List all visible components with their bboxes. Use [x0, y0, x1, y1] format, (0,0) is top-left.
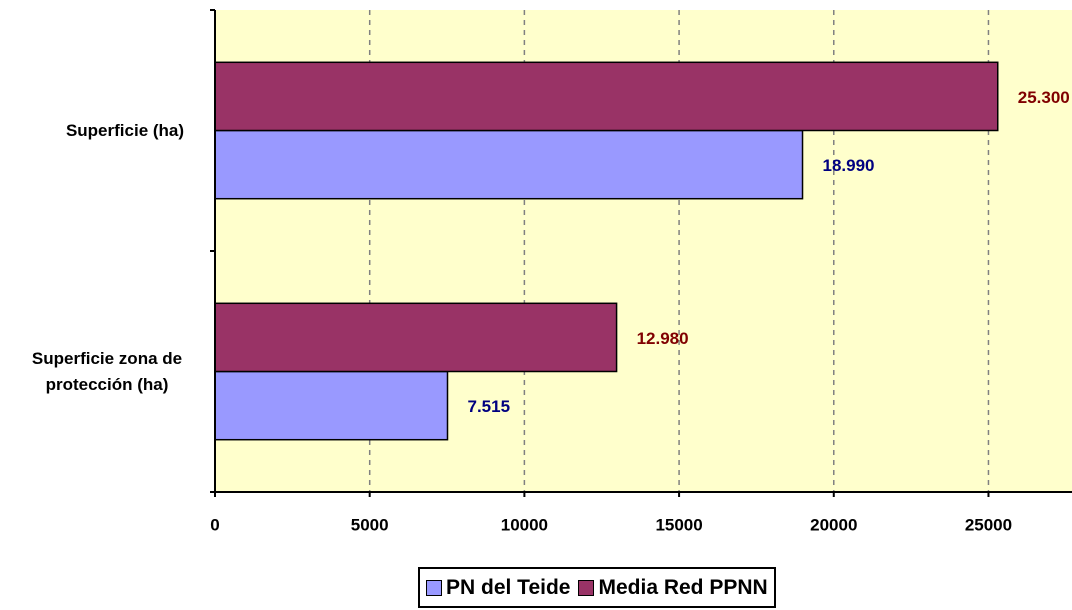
- legend-swatch: [578, 579, 595, 596]
- bar: [214, 61, 999, 132]
- value-label: 25.300: [1018, 88, 1070, 107]
- legend-item: PN del Teide: [426, 576, 570, 600]
- x-tick-label: 15000: [655, 515, 702, 534]
- x-tick-label: 25000: [965, 515, 1012, 534]
- bar: [214, 302, 618, 373]
- x-tick-label: 10000: [501, 515, 548, 534]
- legend-item: Media Red PPNN: [578, 575, 768, 600]
- bar: [214, 370, 449, 441]
- value-label: 12.980: [637, 329, 689, 348]
- x-tick-label: 20000: [810, 515, 857, 534]
- x-tick-label: 5000: [351, 515, 389, 534]
- bar: [214, 129, 804, 200]
- value-label: 18.990: [823, 156, 875, 175]
- legend-label: PN del Teide: [446, 575, 571, 599]
- value-label: 7.515: [468, 397, 511, 416]
- legend-swatch: [426, 579, 442, 596]
- legend-label: Media Red PPNN: [598, 575, 768, 599]
- x-tick-label: 0: [210, 515, 219, 534]
- y-tick-label: Superficie zona de protección (ha): [31, 348, 183, 394]
- legend: PN del Teide Media Red PPNN: [418, 567, 776, 608]
- y-tick-label: Superficie (ha): [65, 120, 185, 140]
